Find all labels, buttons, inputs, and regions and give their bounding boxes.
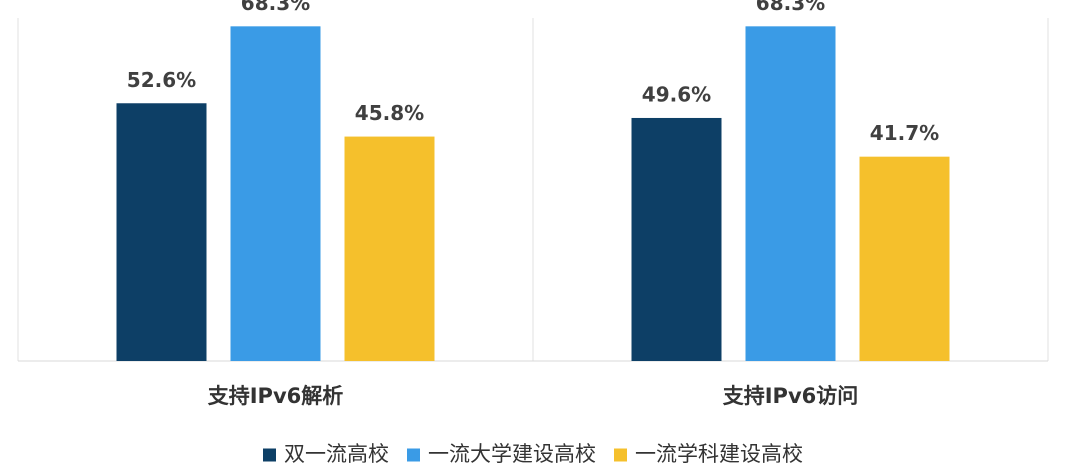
bar xyxy=(631,117,722,362)
bar xyxy=(859,156,950,361)
x-tick-label: 支持IPv6访问 xyxy=(723,384,859,408)
legend-label: 一流学科建设高校 xyxy=(635,442,803,466)
data-label: 45.8% xyxy=(355,101,424,125)
data-label: 68.3% xyxy=(241,0,310,15)
data-label: 41.7% xyxy=(870,121,939,145)
legend-swatch xyxy=(407,448,420,462)
data-label: 49.6% xyxy=(642,82,711,106)
data-label: 68.3% xyxy=(756,0,825,15)
legend-label: 一流大学建设高校 xyxy=(428,442,596,466)
bar xyxy=(230,26,321,362)
bar xyxy=(116,103,207,361)
bar xyxy=(745,26,836,362)
legend-swatch xyxy=(614,448,627,462)
x-tick-label: 支持IPv6解析 xyxy=(208,384,344,408)
legend-label: 双一流高校 xyxy=(284,442,389,466)
bar xyxy=(344,136,435,361)
legend-swatch xyxy=(263,448,276,462)
data-label: 52.6% xyxy=(127,68,196,92)
